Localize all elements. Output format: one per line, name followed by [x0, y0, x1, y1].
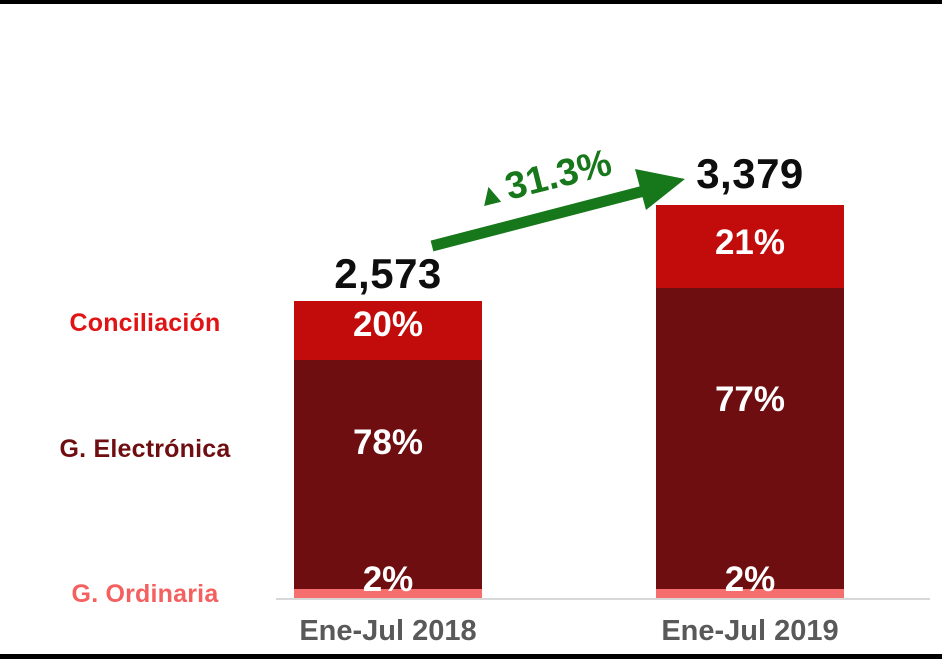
x-tick-label-2019: Ene-Jul 2019	[661, 615, 839, 647]
value-label-conciliacion-2018: 20%	[352, 305, 424, 344]
segment-conciliacion-2019	[656, 205, 844, 288]
growth-arrow	[430, 169, 685, 252]
series-label-conciliacion: Conciliación	[69, 309, 221, 337]
series-label-ordinaria: G. Ordinaria	[71, 580, 219, 608]
bottom-rule	[0, 654, 942, 659]
bar-ene-jul-2019	[656, 205, 844, 598]
x-tick-label-2018: Ene-Jul 2018	[299, 615, 477, 647]
growth-arrow-shaft	[430, 185, 646, 252]
value-label-ordinaria-2018: 2%	[362, 560, 414, 599]
x-axis-baseline	[276, 598, 930, 600]
segment-ordinaria-2018	[294, 589, 482, 598]
segment-electronica-2019	[656, 288, 844, 589]
value-label-electronica-2018: 78%	[352, 423, 424, 462]
value-label-conciliacion-2019: 21%	[714, 223, 786, 262]
value-label-electronica-2019: 77%	[714, 380, 786, 419]
segment-conciliacion-2018	[294, 301, 482, 360]
value-label-ordinaria-2019: 2%	[724, 560, 776, 599]
series-label-electronica: G. Electrónica	[59, 435, 231, 463]
total-label-2019: 3,379	[696, 150, 804, 197]
total-label-2018: 2,573	[334, 250, 442, 297]
top-rule	[0, 0, 942, 4]
growth-arrowhead-icon	[635, 169, 685, 210]
bar-ene-jul-2018	[294, 301, 482, 598]
segment-ordinaria-2019	[656, 589, 844, 598]
segment-electronica-2018	[294, 360, 482, 589]
